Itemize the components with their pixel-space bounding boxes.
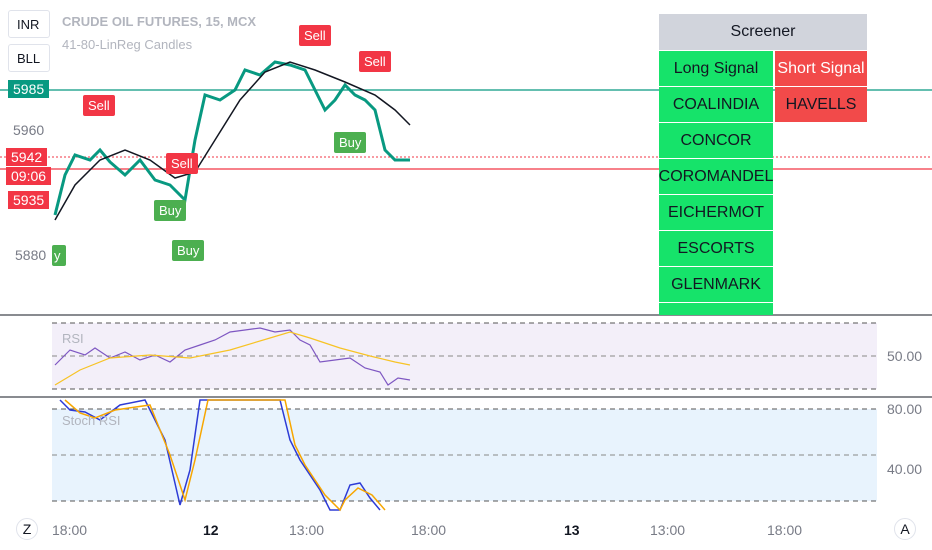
time-label: 13:00 [650,522,686,538]
auto-button[interactable]: A [894,518,916,540]
buy-signal: y [52,245,66,266]
long-cell: CONCOR [659,123,773,158]
stoch-d-line [64,399,386,512]
price-label: 5880 [15,247,47,263]
price-candles [53,60,410,216]
stoch-tick: 80.00 [887,401,923,417]
buy-signal: Buy [334,132,367,153]
long-cell [659,303,773,315]
rsi-background [52,323,877,389]
time-label: 13 [564,522,580,538]
rsi-signal-line [54,331,411,386]
price-label: 5942 [6,148,48,166]
long-cell: COROMANDEL [659,159,773,194]
sell-signal: Sell [359,51,391,72]
indicator-title: 41-80-LinReg Candles [62,37,193,52]
stoch-title: Stoch RSI [62,413,121,428]
short-cell: HAVELLS [775,87,867,122]
long-cell: COALINDIA [659,87,773,122]
long-header: Long Signal [659,51,773,86]
mode-button[interactable]: BLL [8,44,50,72]
price-label: 5935 [8,191,50,209]
sell-signal: Sell [299,25,331,46]
time-label: 12 [203,522,219,538]
rsi-tick: 50.00 [887,348,923,364]
time-label: 18:00 [52,522,88,538]
screener-title: Screener [659,14,867,50]
long-cell: EICHERMOT [659,195,773,230]
price-label: 5985 [8,80,50,98]
time-label: 18:00 [767,522,803,538]
sell-signal: Sell [166,153,198,174]
short-header: Short Signal [775,51,867,86]
long-cell: GLENMARK [659,267,773,302]
symbol-title: CRUDE OIL FUTURES, 15, MCX [62,14,257,29]
rsi-title: RSI [62,331,84,346]
rsi-line [54,327,411,386]
buy-signal: Buy [154,200,187,221]
buy-signal: Buy [172,240,205,261]
time-label: 18:00 [411,522,447,538]
stoch-tick: 40.00 [887,461,923,477]
countdown-label: 09:06 [6,167,52,185]
sell-signal: Sell [83,95,115,116]
time-label: 13:00 [289,522,325,538]
regression-line [54,61,411,221]
currency-button[interactable]: INR [8,10,50,38]
zoom-button[interactable]: Z [16,518,38,540]
price-label: 5960 [13,122,45,138]
long-cell: ESCORTS [659,231,773,266]
